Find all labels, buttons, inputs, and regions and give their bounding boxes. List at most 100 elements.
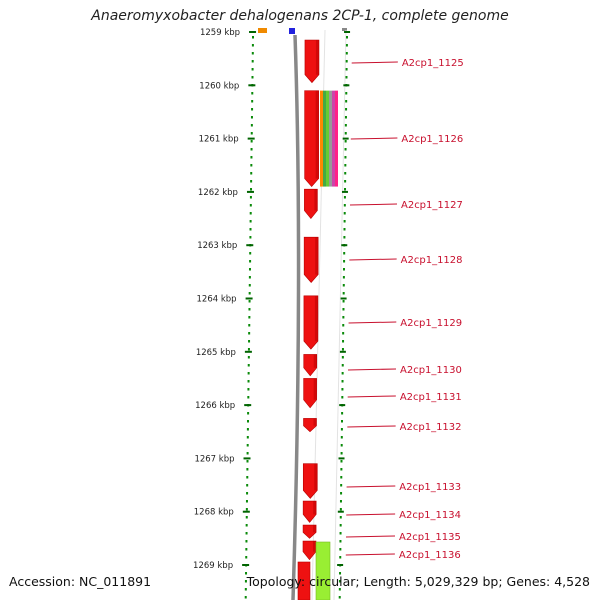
scale-tick-mark: [247, 137, 255, 140]
gene-arrow-shade: [315, 237, 319, 275]
outer-dot: [340, 476, 343, 479]
partial-gene-markers: [258, 28, 347, 34]
feature-stripe: [323, 90, 326, 187]
ruler-dot: [246, 484, 249, 487]
ruler-dot: [247, 380, 250, 383]
scale-tick-mark: [245, 297, 253, 300]
scale-tick-mark: [244, 404, 252, 407]
genome-backbone: [291, 34, 301, 600]
ruler-dot: [250, 156, 253, 159]
outer-dot: [346, 36, 348, 39]
gene-arrow-shade: [313, 525, 317, 533]
ruler-dot: [247, 372, 250, 375]
outer-dot: [343, 212, 346, 215]
gene-label[interactable]: A2cp1_1136: [399, 550, 461, 561]
scale-tick-mark: [246, 244, 254, 247]
orange-gene-fragment: [258, 28, 267, 33]
ruler-dot: [246, 436, 249, 439]
scale-tick-mark: [244, 350, 252, 353]
outer-dot: [345, 76, 348, 79]
outer-dot: [341, 380, 344, 383]
gene-label[interactable]: A2cp1_1131: [400, 392, 462, 403]
gene-label[interactable]: A2cp1_1135: [399, 532, 461, 543]
gene-arrow-shade: [314, 295, 318, 342]
ruler-dot: [250, 188, 253, 191]
gene-label[interactable]: A2cp1_1132: [400, 422, 462, 433]
outer-tick-mark: [343, 84, 350, 87]
outer-dot: [338, 596, 341, 599]
outer-dot: [345, 68, 348, 71]
gene-arrow-shade: [315, 90, 319, 179]
outer-dot: [341, 412, 344, 415]
outer-dot: [341, 372, 344, 375]
ruler-dot: [249, 204, 252, 207]
outer-dot: [344, 164, 347, 167]
gene-arrow-shade: [314, 189, 318, 211]
outer-tick-mark: [342, 137, 349, 140]
gene-label[interactable]: A2cp1_1133: [399, 482, 461, 493]
outer-dot: [341, 364, 344, 367]
ruler-dot: [251, 92, 254, 95]
ruler-dot: [247, 396, 250, 399]
ruler-dot: [246, 492, 249, 495]
green-feature-block: [315, 541, 331, 600]
scale-tick-mark: [242, 564, 250, 566]
outer-dot: [339, 532, 342, 535]
gene-label[interactable]: A2cp1_1130: [400, 365, 462, 376]
ruler-dot: [245, 532, 248, 535]
outer-dot: [338, 588, 341, 591]
feature-stripe: [326, 90, 329, 187]
ruler-dot: [250, 132, 253, 135]
scale-tick-label: 1261 kbp: [199, 135, 239, 145]
feature-stripe: [320, 90, 323, 187]
ruler-dot: [250, 180, 253, 183]
grey-fragment: [342, 28, 347, 31]
gene-label[interactable]: A2cp1_1134: [399, 510, 461, 521]
ruler-dot: [251, 60, 254, 63]
outer-tick-mark: [339, 404, 346, 407]
ruler-dot: [247, 412, 250, 415]
ruler-dot: [248, 316, 251, 319]
outer-dot: [342, 340, 345, 343]
scale-tick-mark: [249, 31, 257, 33]
leader-line: [347, 425, 396, 428]
ruler-dot: [247, 356, 250, 359]
gene-arrow-shade: [313, 501, 317, 515]
ruler-dot: [245, 500, 248, 503]
gene-label[interactable]: A2cp1_1127: [401, 200, 463, 211]
gene-arrow-continuation: [297, 561, 311, 600]
scale-tick-mark: [243, 457, 251, 460]
ruler-dot: [248, 300, 251, 303]
outer-dot: [338, 580, 341, 583]
outer-dot: [342, 292, 345, 295]
ruler-dot: [246, 468, 249, 471]
outer-dot: [340, 492, 343, 495]
outer-dot: [344, 188, 347, 191]
ruler-dot: [249, 228, 252, 231]
outer-dot: [340, 468, 343, 471]
gene-label[interactable]: A2cp1_1125: [402, 58, 464, 69]
outer-dot: [342, 300, 345, 303]
blue-gene-fragment: [289, 28, 295, 34]
outer-dot: [339, 500, 342, 503]
scale-tick-label: 1260 kbp: [199, 81, 239, 91]
scale-tick-label: 1268 kbp: [194, 508, 234, 518]
gene-arrow-shade: [313, 418, 317, 426]
outer-dot: [344, 156, 347, 159]
gene-label[interactable]: A2cp1_1126: [401, 134, 463, 145]
ruler-dot: [248, 292, 251, 295]
outer-tick-mark: [337, 564, 344, 566]
outer-dot: [345, 60, 348, 63]
leader-line: [347, 395, 396, 398]
gene-label[interactable]: A2cp1_1128: [401, 255, 463, 266]
outer-tick-mark: [339, 350, 346, 353]
ruler-dot: [250, 172, 253, 175]
outer-dot: [344, 140, 347, 143]
scale-tick-label: 1267 kbp: [194, 454, 234, 464]
ruler-dot: [248, 284, 251, 287]
ruler-dot: [246, 460, 249, 463]
gene-label[interactable]: A2cp1_1129: [400, 318, 462, 329]
outer-dot: [342, 332, 345, 335]
scale-tick-label: 1266 kbp: [195, 401, 235, 411]
